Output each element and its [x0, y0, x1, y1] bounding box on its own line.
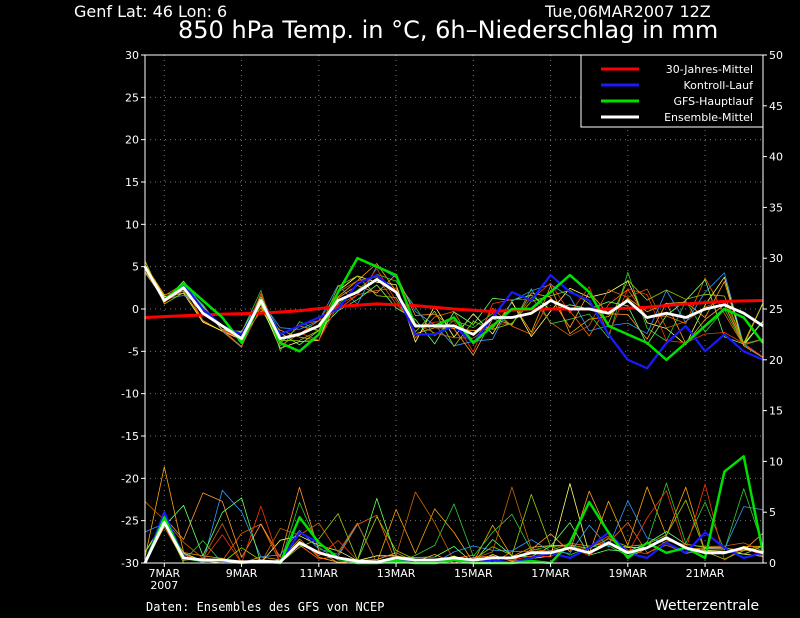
right-tick-label: 10: [769, 455, 783, 468]
x-tick-label: 9MAR: [226, 567, 258, 580]
right-tick-label: 40: [769, 151, 783, 164]
temp-series-line: [144, 299, 764, 319]
x-year-label: 2007: [150, 579, 178, 592]
left-tick-label: -25: [121, 515, 139, 528]
series-lines: [143, 256, 765, 565]
left-tick-label: -10: [121, 388, 139, 401]
x-tick-label: 13MAR: [377, 567, 416, 580]
legend-label: 30-Jahres-Mittel: [666, 63, 753, 76]
brand-label: Wetterzentrale: [655, 598, 760, 614]
right-tick-label: 25: [769, 303, 783, 316]
x-tick-label: 17MAR: [531, 567, 570, 580]
chart-title: 850 hPa Temp. in °C, 6h–Niederschlag in …: [178, 16, 719, 44]
left-tick-label: 10: [125, 218, 139, 231]
left-tick-label: 30: [125, 49, 139, 62]
left-tick-label: 25: [125, 91, 139, 104]
legend-label: GFS-Hauptlauf: [673, 95, 754, 108]
legend: 30-Jahres-Mittel Kontroll-Lauf GFS-Hauptla…: [580, 54, 764, 128]
right-tick-label: 30: [769, 252, 783, 265]
left-tick-label: 15: [125, 176, 139, 189]
right-tick-label: 50: [769, 49, 783, 62]
legend-label: Kontroll-Lauf: [684, 79, 755, 92]
left-tick-label: -30: [121, 557, 139, 570]
temp-series-line: [143, 266, 764, 341]
run-timestamp: Tue,06MAR2007 12Z: [545, 2, 711, 21]
left-tick-label: -20: [121, 472, 139, 485]
ensemble-member-precip: [144, 466, 764, 564]
left-tick-label: 20: [125, 134, 139, 147]
ensemble-member-precip: [144, 497, 764, 564]
right-tick-label: 45: [769, 100, 783, 113]
data-source: Daten: Ensembles des GFS von NCEP: [146, 600, 385, 614]
legend-box: [580, 54, 764, 128]
left-tick-label: 5: [132, 261, 139, 274]
right-tick-label: 35: [769, 201, 783, 214]
right-tick-label: 0: [769, 557, 776, 570]
x-tick-label: 7MAR: [148, 567, 180, 580]
x-tick-label: 19MAR: [608, 567, 647, 580]
legend-label: Ensemble-Mittel: [664, 111, 753, 124]
left-tick-label: -5: [128, 345, 139, 358]
right-tick-label: 5: [769, 506, 776, 519]
left-tick-label: 0: [132, 303, 139, 316]
x-tick-label: 11MAR: [299, 567, 338, 580]
ensemble-member-temp: [144, 271, 764, 352]
x-tick-label: 21MAR: [686, 567, 725, 580]
location-label: Genf Lat: 46 Lon: 6: [74, 2, 228, 21]
left-tick-label: -15: [121, 430, 139, 443]
right-tick-label: 15: [769, 405, 783, 418]
x-tick-label: 15MAR: [454, 567, 493, 580]
axes: 302520151050-5-10-15-20-25-3050454035302…: [121, 49, 783, 592]
precip-series-line: [143, 521, 764, 564]
right-tick-label: 20: [769, 354, 783, 367]
